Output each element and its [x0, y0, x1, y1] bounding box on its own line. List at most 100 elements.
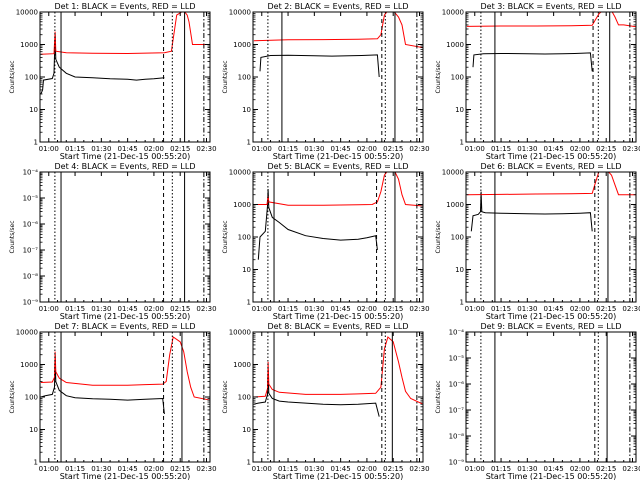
panel-det-9: Det 9: BLACK = Events, RED = LLD 01:00 01:…	[435, 322, 640, 480]
x-tick-label: 01:15	[278, 465, 298, 473]
y-tick-label: 10⁻⁶	[449, 381, 465, 389]
y-tick-label: 10000	[16, 329, 38, 337]
events-series-line	[472, 52, 593, 72]
x-tick-label: 01:45	[331, 305, 351, 313]
x-tick-label: 02:15	[383, 305, 403, 313]
x-tick-label: 01:00	[252, 465, 272, 473]
plot-frame	[39, 171, 211, 303]
y-tick-label: 1	[460, 299, 464, 307]
x-tick-label: 01:45	[544, 305, 564, 313]
x-tick-label: 01:30	[517, 305, 537, 313]
x-axis-label: Start Time (21-Dec-15 00:55:20)	[273, 472, 404, 480]
panel-det-6: Det 6: BLACK = Events, RED = LLD 01:00 01:…	[435, 162, 640, 321]
x-tick-label: 01:00	[252, 145, 272, 153]
lld-series-line	[466, 172, 636, 196]
x-tick-label: 01:00	[39, 465, 59, 473]
x-tick-label: 01:15	[65, 465, 85, 473]
y-tick-label: 1	[247, 139, 251, 147]
x-tick-label: 01:30	[517, 465, 537, 473]
x-tick-label: 02:15	[170, 465, 190, 473]
x-tick-label: 02:00	[357, 145, 377, 153]
panel-title: Det 5: BLACK = Events, RED = LLD	[268, 162, 409, 171]
x-tick-label: 02:00	[144, 465, 164, 473]
x-tick-label: 01:30	[304, 465, 324, 473]
y-tick-label: 10⁻⁹	[23, 299, 39, 307]
x-tick-label: 02:30	[196, 145, 216, 153]
y-tick-label: 1000	[233, 201, 251, 209]
x-tick-label: 01:30	[304, 145, 324, 153]
y-tick-label: 10	[29, 426, 38, 434]
x-tick-label: 02:15	[383, 465, 403, 473]
x-tick-label: 01:15	[278, 145, 298, 153]
x-tick-label: 01:00	[465, 465, 485, 473]
lld-series-line	[40, 336, 210, 401]
events-series-line	[40, 354, 165, 415]
x-tick-label: 02:30	[196, 305, 216, 313]
x-tick-label: 01:30	[304, 305, 324, 313]
x-tick-label: 02:15	[596, 465, 616, 473]
y-tick-label: 10000	[229, 329, 251, 337]
events-series-line	[40, 34, 165, 95]
x-tick-label: 01:15	[278, 305, 298, 313]
y-axis-label: Counts/sec	[222, 380, 229, 413]
y-tick-label: 1000	[446, 41, 464, 49]
x-tick-label: 02:00	[570, 305, 590, 313]
x-tick-label: 01:15	[491, 305, 511, 313]
x-tick-label: 02:00	[144, 145, 164, 153]
y-tick-label: 10	[242, 106, 251, 114]
x-tick-label: 01:45	[118, 465, 138, 473]
x-tick-label: 02:15	[596, 305, 616, 313]
y-tick-label: 1000	[233, 41, 251, 49]
y-tick-label: 1	[460, 139, 464, 147]
y-tick-label: 10000	[229, 169, 251, 177]
x-tick-label: 01:45	[331, 465, 351, 473]
x-tick-label: 02:00	[144, 305, 164, 313]
x-axis-label: Start Time (21-Dec-15 00:55:20)	[60, 472, 191, 480]
y-tick-label: 1000	[20, 41, 38, 49]
panel-title: Det 2: BLACK = Events, RED = LLD	[268, 2, 409, 11]
y-tick-label: 10000	[229, 9, 251, 17]
y-tick-label: 1000	[20, 361, 38, 369]
x-tick-label: 02:15	[596, 145, 616, 153]
y-axis-label: Counts/sec	[435, 220, 442, 253]
y-axis-label: Counts/sec	[9, 60, 16, 93]
x-tick-label: 01:15	[65, 305, 85, 313]
x-tick-label: 02:30	[622, 305, 640, 313]
x-tick-label: 01:45	[118, 305, 138, 313]
panel-det-8: Det 8: BLACK = Events, RED = LLD 01:00 01:…	[222, 322, 430, 480]
y-axis-label: Counts/sec	[435, 60, 442, 93]
x-axis-label: Start Time (21-Dec-15 00:55:20)	[486, 472, 617, 480]
y-tick-label: 10000	[442, 9, 464, 17]
y-tick-label: 10	[29, 106, 38, 114]
y-tick-label: 10⁻⁸	[449, 433, 465, 441]
panel-title: Det 6: BLACK = Events, RED = LLD	[481, 162, 622, 171]
lld-series-line	[466, 12, 636, 28]
x-tick-label: 02:00	[570, 145, 590, 153]
y-tick-label: 10	[455, 266, 464, 274]
panel-det-2: Det 2: BLACK = Events, RED = LLD 01:00 01:…	[222, 2, 430, 161]
y-tick-label: 1	[34, 139, 38, 147]
x-tick-label: 01:15	[491, 145, 511, 153]
x-tick-label: 01:45	[544, 145, 564, 153]
events-series-line	[253, 369, 380, 417]
x-axis-label: Start Time (21-Dec-15 00:55:20)	[60, 312, 191, 321]
x-axis-label: Start Time (21-Dec-15 00:55:20)	[486, 152, 617, 161]
y-axis-label: Counts/sec	[222, 60, 229, 93]
panel-det-7: Det 7: BLACK = Events, RED = LLD 01:00 01:…	[9, 322, 217, 480]
events-series-line	[470, 191, 593, 232]
panel-det-5: Det 5: BLACK = Events, RED = LLD 01:00 01:…	[222, 162, 430, 321]
y-tick-label: 100	[451, 234, 464, 242]
x-tick-label: 01:00	[39, 145, 59, 153]
x-tick-label: 01:45	[118, 145, 138, 153]
x-tick-label: 01:00	[252, 305, 272, 313]
plot-frame	[465, 11, 637, 143]
y-tick-label: 10⁻⁵	[449, 355, 465, 363]
x-axis-label: Start Time (21-Dec-15 00:55:20)	[60, 152, 191, 161]
events-series-line	[257, 188, 378, 260]
panel-title: Det 1: BLACK = Events, RED = LLD	[55, 2, 196, 11]
x-tick-label: 02:30	[409, 145, 429, 153]
plot-frame	[465, 171, 637, 303]
y-tick-label: 100	[238, 74, 251, 82]
y-axis-label: Counts/sec	[222, 220, 229, 253]
